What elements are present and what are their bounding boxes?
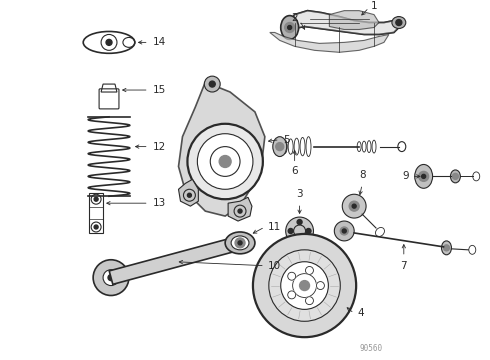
- Circle shape: [285, 23, 294, 32]
- Text: 7: 7: [400, 261, 407, 271]
- Circle shape: [288, 291, 295, 299]
- Circle shape: [253, 234, 356, 337]
- Ellipse shape: [392, 17, 406, 28]
- Circle shape: [238, 209, 242, 213]
- Text: 11: 11: [268, 222, 281, 232]
- Text: 6: 6: [292, 166, 298, 176]
- Circle shape: [288, 272, 295, 280]
- Polygon shape: [329, 11, 379, 30]
- Circle shape: [317, 282, 324, 289]
- Circle shape: [219, 156, 231, 167]
- Circle shape: [188, 124, 263, 199]
- Circle shape: [297, 238, 302, 242]
- Circle shape: [306, 229, 311, 233]
- Circle shape: [340, 227, 348, 235]
- Circle shape: [286, 217, 314, 245]
- Circle shape: [299, 280, 310, 291]
- Circle shape: [349, 201, 359, 211]
- Circle shape: [288, 26, 292, 30]
- Polygon shape: [270, 32, 389, 52]
- Circle shape: [197, 134, 253, 189]
- Circle shape: [94, 197, 98, 201]
- Circle shape: [305, 266, 314, 274]
- Text: 13: 13: [153, 198, 166, 208]
- Text: 90560: 90560: [360, 344, 383, 353]
- Text: 1: 1: [371, 1, 378, 11]
- Circle shape: [452, 174, 458, 179]
- Polygon shape: [109, 236, 242, 284]
- Polygon shape: [228, 197, 252, 221]
- Polygon shape: [178, 179, 198, 206]
- Text: 14: 14: [153, 37, 166, 48]
- Circle shape: [396, 19, 402, 26]
- Ellipse shape: [225, 232, 255, 254]
- Circle shape: [422, 174, 426, 178]
- Circle shape: [297, 220, 302, 225]
- Text: 15: 15: [153, 85, 166, 95]
- Circle shape: [281, 262, 328, 309]
- Text: 12: 12: [153, 141, 166, 152]
- Ellipse shape: [450, 170, 461, 183]
- Text: 8: 8: [359, 170, 366, 180]
- Circle shape: [443, 245, 449, 251]
- Ellipse shape: [281, 15, 298, 39]
- Circle shape: [343, 194, 366, 218]
- Text: 5: 5: [283, 135, 289, 145]
- Text: 4: 4: [357, 309, 364, 318]
- Circle shape: [209, 81, 215, 87]
- Circle shape: [235, 238, 245, 248]
- Circle shape: [276, 143, 284, 150]
- Circle shape: [108, 275, 114, 280]
- Circle shape: [204, 76, 220, 92]
- Circle shape: [106, 39, 112, 45]
- Ellipse shape: [415, 165, 433, 188]
- Ellipse shape: [441, 241, 451, 255]
- Ellipse shape: [273, 137, 287, 157]
- Circle shape: [305, 297, 314, 305]
- Ellipse shape: [231, 236, 249, 250]
- Circle shape: [352, 204, 356, 208]
- Circle shape: [188, 193, 192, 197]
- Text: 3: 3: [296, 189, 303, 199]
- Circle shape: [269, 250, 340, 321]
- Polygon shape: [290, 11, 399, 35]
- Text: 10: 10: [268, 261, 281, 271]
- Polygon shape: [178, 82, 265, 216]
- Circle shape: [334, 221, 354, 241]
- Circle shape: [288, 229, 293, 233]
- Circle shape: [93, 260, 129, 296]
- Circle shape: [103, 270, 119, 285]
- Circle shape: [94, 225, 98, 229]
- Circle shape: [238, 241, 242, 245]
- Circle shape: [343, 229, 346, 233]
- Text: 2: 2: [291, 13, 297, 23]
- Circle shape: [418, 171, 429, 181]
- Text: 9: 9: [402, 171, 409, 181]
